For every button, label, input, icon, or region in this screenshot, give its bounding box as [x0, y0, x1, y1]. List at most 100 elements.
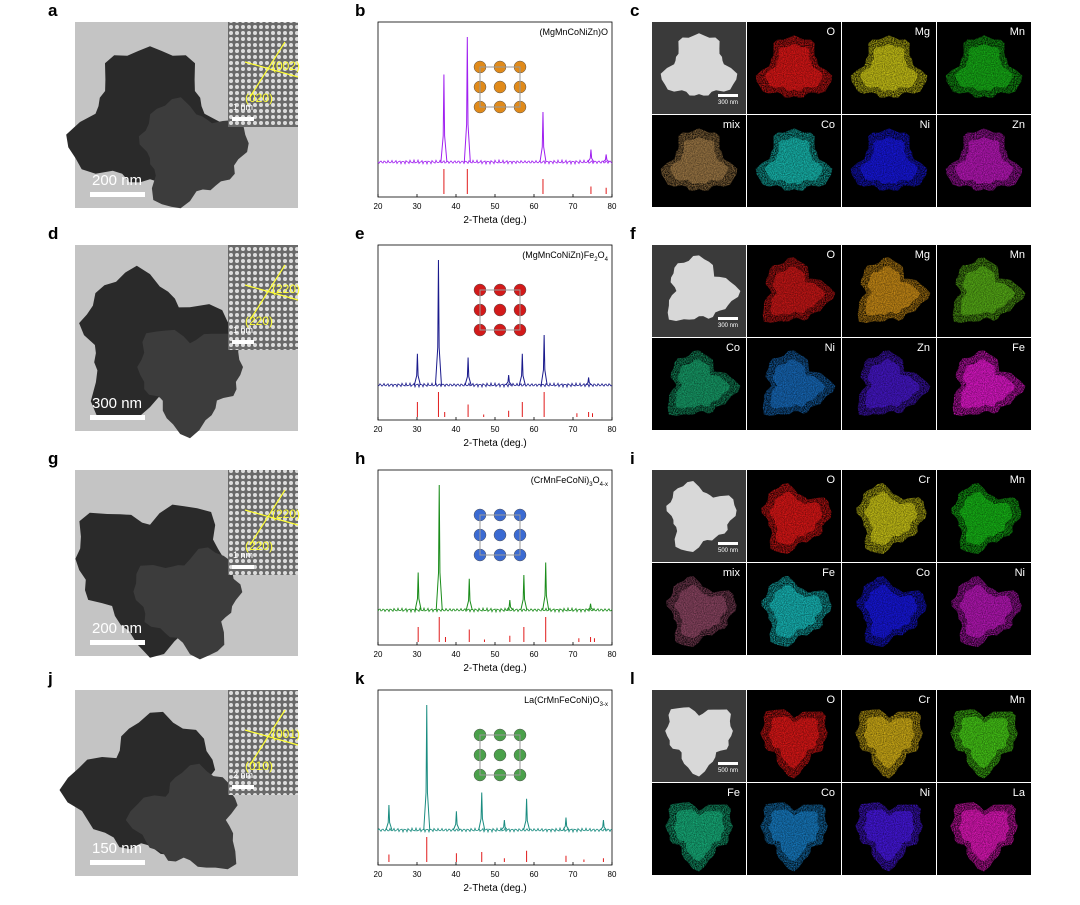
inset-image — [228, 470, 298, 575]
haadf-scale-bar — [718, 542, 738, 545]
x-tick-label: 70 — [569, 870, 578, 879]
eds-map — [760, 802, 828, 872]
haadf-scale-bar — [718, 94, 738, 97]
element-label: Mn — [1010, 249, 1025, 261]
haadf-scale-bar — [718, 762, 738, 765]
xrd-peak — [587, 149, 595, 163]
eds-map-core — [864, 584, 918, 638]
x-tick-label: 70 — [569, 425, 578, 434]
xrd-peak — [602, 154, 610, 163]
element-label: Cr — [918, 694, 930, 706]
x-tick-label: 40 — [452, 425, 461, 434]
inset-scale-bar — [232, 565, 254, 569]
xrd-peak — [434, 259, 442, 386]
haadf-particle — [665, 707, 733, 777]
element-label: Mg — [915, 26, 930, 38]
plane-label: (220) — [272, 507, 300, 521]
scale-bar — [90, 415, 145, 420]
tem-particle — [138, 97, 249, 209]
eds-map — [761, 483, 832, 554]
eds-map-core — [770, 359, 825, 409]
plane-label: (002) — [272, 59, 300, 73]
formula-part: 2 — [594, 257, 598, 263]
xrd-peak — [523, 798, 531, 831]
eds-map-core — [864, 491, 918, 545]
inset-scale-bar — [232, 785, 254, 789]
element-label: La — [1013, 787, 1026, 799]
eds-map-core — [670, 137, 728, 184]
eds-map — [755, 128, 833, 191]
atom — [493, 748, 507, 762]
xrd-peak — [542, 562, 550, 611]
x-tick-label: 30 — [413, 870, 422, 879]
scale-label: 300 nm — [92, 395, 142, 412]
formula: (CrMnFeCoNi)3O4-x — [531, 475, 608, 488]
scale-bar — [90, 640, 145, 645]
haadf-particle — [660, 33, 738, 96]
formula: La(CrMnFeCoNi)O3-x — [524, 695, 608, 708]
x-tick-label: 50 — [491, 425, 500, 434]
xrd-peak — [585, 377, 592, 386]
panel-letter: i — [630, 449, 635, 468]
eds-map — [951, 576, 1022, 647]
xrd-peak — [452, 811, 460, 831]
x-tick-label: 70 — [569, 650, 578, 659]
xrd-peak — [440, 74, 448, 163]
unit-cell — [479, 289, 521, 331]
xrd-peak — [414, 572, 422, 611]
inset-scale-bar — [232, 117, 254, 121]
formula-part: O — [593, 475, 600, 485]
panel-letter: k — [355, 669, 365, 688]
inset-image — [228, 245, 298, 350]
unit-cell — [479, 66, 521, 108]
eds-map — [760, 709, 828, 779]
xrd-peak — [539, 111, 547, 163]
formula-part: O — [598, 250, 605, 260]
element-label: O — [826, 249, 835, 261]
formula-part: 4-x — [600, 482, 608, 488]
atom — [493, 528, 507, 542]
lattice-line — [244, 509, 299, 526]
eds-map — [951, 483, 1022, 554]
panel-letter: l — [630, 669, 635, 688]
x-tick-label: 20 — [374, 425, 383, 434]
eds-map — [660, 128, 738, 191]
eds-map-core — [960, 266, 1015, 316]
eds-map-core — [675, 359, 730, 409]
plane-label: (220) — [245, 314, 273, 328]
element-label: Ni — [920, 787, 930, 799]
eds-map-core — [955, 137, 1013, 184]
element-label: Cr — [918, 474, 930, 486]
haadf-scale-bar — [718, 317, 738, 320]
eds-map-core — [955, 44, 1013, 91]
eds-map-core — [959, 584, 1013, 638]
pattern-baseline — [377, 826, 613, 834]
haadf-particle — [666, 481, 737, 552]
panel-letter: e — [355, 224, 364, 243]
x-tick-label: 60 — [530, 870, 539, 879]
eds-map — [665, 802, 733, 872]
scale-label: 200 nm — [92, 172, 142, 189]
eds-map — [950, 802, 1018, 872]
element-label: Mn — [1010, 474, 1025, 486]
eds-map-core — [860, 44, 918, 91]
scale-bar — [90, 860, 145, 865]
haadf-scale-label: 300 nm — [718, 323, 738, 329]
eds-map-core — [865, 359, 920, 409]
haadf-scale-label: 300 nm — [718, 100, 738, 106]
eds-map-core — [768, 716, 820, 769]
x-tick-label: 40 — [452, 202, 461, 211]
eds-map — [857, 257, 931, 323]
panel-letter: f — [630, 224, 636, 243]
xrd-peak — [413, 353, 421, 386]
eds-map-core — [863, 809, 915, 862]
panel-letter: c — [630, 1, 639, 20]
tem-particle — [133, 547, 243, 660]
lattice-line — [249, 709, 286, 766]
lattice-line — [249, 489, 286, 546]
eds-map — [761, 576, 832, 647]
plane-label: (020) — [245, 91, 273, 105]
xrd-peak — [478, 792, 486, 831]
eds-map-core — [958, 716, 1010, 769]
